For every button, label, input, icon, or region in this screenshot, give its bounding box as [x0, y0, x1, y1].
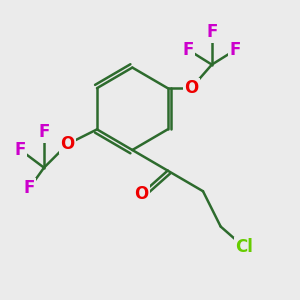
Text: O: O [134, 185, 148, 203]
Text: F: F [38, 123, 50, 141]
Text: F: F [183, 41, 194, 59]
Text: F: F [206, 23, 218, 41]
Text: O: O [184, 79, 198, 97]
Text: F: F [230, 41, 241, 59]
Text: Cl: Cl [235, 238, 253, 256]
Text: F: F [24, 179, 35, 197]
Text: O: O [60, 135, 75, 153]
Text: F: F [15, 141, 26, 159]
